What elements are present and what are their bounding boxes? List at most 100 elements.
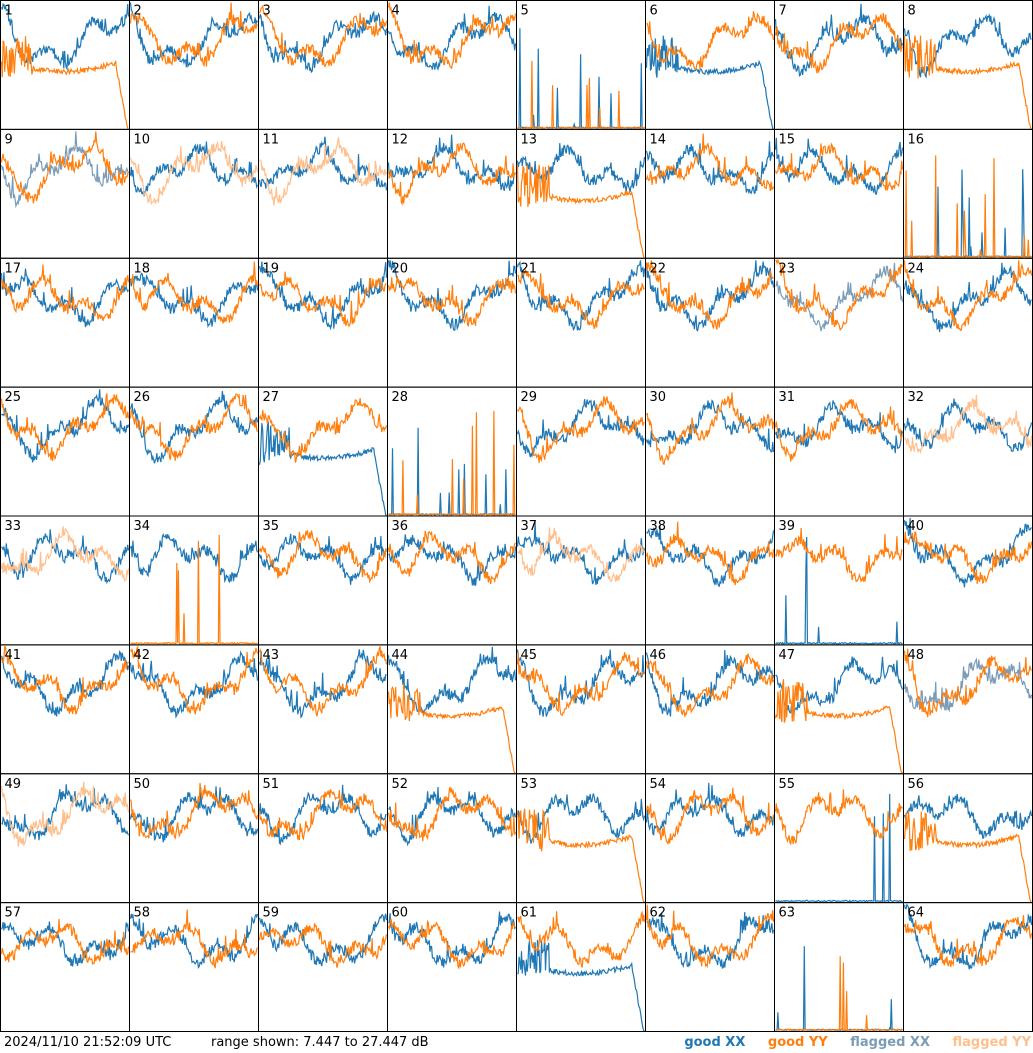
series-yy-line xyxy=(388,410,516,517)
panel-label: 2 xyxy=(134,4,142,19)
panel-9: 9 xyxy=(0,128,130,259)
panel-label: 12 xyxy=(392,132,409,147)
series-xx-line xyxy=(258,533,388,585)
series-xx-line xyxy=(388,786,517,847)
timestamp: 2024/11/10 21:52:09 UTC xyxy=(4,1035,172,1050)
series-yy-line xyxy=(774,12,903,74)
panel-label: 58 xyxy=(134,906,151,921)
series-yy-line xyxy=(258,398,388,463)
panel-5: 5 xyxy=(516,0,646,131)
panel-label: 16 xyxy=(908,132,925,147)
series-yy-line xyxy=(903,648,1033,718)
panel-41: 41 xyxy=(0,644,130,775)
panel-37: 37 xyxy=(516,515,646,646)
panel-55: 55 xyxy=(774,773,904,904)
legend-good-xx: good XX xyxy=(684,1035,746,1050)
legend-flagged-xx: flagged XX xyxy=(850,1035,930,1050)
panel-label: 13 xyxy=(521,132,538,147)
series-yy-line xyxy=(645,653,775,717)
panel-7: 7 xyxy=(774,0,904,130)
panel-label: 38 xyxy=(650,519,667,534)
panel-54: 54 xyxy=(645,773,775,904)
panel-34: 34 xyxy=(129,515,259,646)
panel-frame xyxy=(645,128,775,259)
series-yy-line xyxy=(130,534,258,645)
legend: good XX good YY flagged XX flagged YY xyxy=(666,1035,1031,1050)
panel-30: 30 xyxy=(645,386,775,517)
panel-label: 35 xyxy=(263,519,280,534)
series-yy-line xyxy=(903,810,1032,903)
series-yy-line xyxy=(774,789,903,845)
series-xx-line xyxy=(646,912,775,970)
panel-frame xyxy=(0,128,130,259)
panel-64: 64 xyxy=(903,902,1033,1032)
series-xx-line xyxy=(903,398,1033,452)
panel-label: 33 xyxy=(5,519,22,534)
panel-frame xyxy=(258,128,388,259)
series-yy-line xyxy=(129,140,259,205)
panel-label: 27 xyxy=(263,390,280,405)
panel-label: 29 xyxy=(521,390,538,405)
series-xx-line xyxy=(129,532,259,584)
series-xx-line xyxy=(516,793,646,844)
panel-56: 56 xyxy=(903,773,1033,904)
panel-frame xyxy=(645,515,775,646)
series-yy-line xyxy=(903,531,1033,585)
panel-31: 31 xyxy=(774,386,904,517)
series-yy-line xyxy=(258,923,388,968)
series-xx-line xyxy=(516,649,646,717)
panel-19: 19 xyxy=(258,257,388,388)
panel-frame xyxy=(387,257,517,388)
series-yy-line xyxy=(517,268,645,329)
series-yy-line xyxy=(645,904,775,969)
panel-frame xyxy=(516,644,646,775)
panel-26: 26 xyxy=(129,386,259,517)
panel-frame xyxy=(0,0,130,130)
series-yy-line xyxy=(517,527,646,583)
series-yy-line xyxy=(774,679,903,774)
series-yy-line xyxy=(903,260,1033,332)
panel-label: 37 xyxy=(521,519,538,534)
series-yy-line xyxy=(387,918,516,970)
panel-25: 25 xyxy=(0,386,130,517)
panel-label: 6 xyxy=(650,4,658,19)
series-yy-line xyxy=(0,918,130,966)
panel-label: 21 xyxy=(521,261,538,276)
panel-label: 7 xyxy=(779,4,787,19)
series-yy-line xyxy=(129,782,259,840)
panel-57: 57 xyxy=(0,902,130,1032)
series-yy-line xyxy=(645,392,775,466)
panel-label: 19 xyxy=(263,261,280,276)
panel-8: 8 xyxy=(903,0,1033,130)
series-xx-line xyxy=(645,782,775,837)
series-yy-line xyxy=(775,258,904,331)
panel-frame xyxy=(0,386,130,517)
panel-label: 48 xyxy=(908,648,925,663)
series-xx-line xyxy=(517,937,645,1032)
panel-frame xyxy=(516,386,646,517)
panel-label: 57 xyxy=(5,906,22,921)
series-yy-line xyxy=(903,35,1032,129)
legend-flagged-yy: flagged YY xyxy=(952,1035,1032,1050)
series-xx-line xyxy=(903,262,1032,333)
panel-frame xyxy=(0,257,130,388)
panel-label: 25 xyxy=(5,390,22,405)
series-xx-line xyxy=(387,646,517,715)
series-xx-line xyxy=(904,169,1032,259)
panel-10: 10 xyxy=(129,128,259,259)
series-yy-line xyxy=(130,909,259,969)
panel-frame xyxy=(129,515,259,646)
series-yy-line xyxy=(645,521,775,586)
series-yy-line xyxy=(0,646,130,716)
panel-17: 17 xyxy=(0,257,130,388)
series-yy-line xyxy=(387,2,517,70)
series-yy-line xyxy=(774,398,904,462)
series-yy-line xyxy=(258,530,387,584)
series-yy-line xyxy=(259,137,388,206)
panel-frame xyxy=(0,902,130,1032)
panel-label: 59 xyxy=(263,906,280,921)
panel-label: 42 xyxy=(134,648,151,663)
series-xx-line xyxy=(903,13,1032,79)
panel-frame xyxy=(774,128,904,259)
panel-frame xyxy=(774,257,904,388)
